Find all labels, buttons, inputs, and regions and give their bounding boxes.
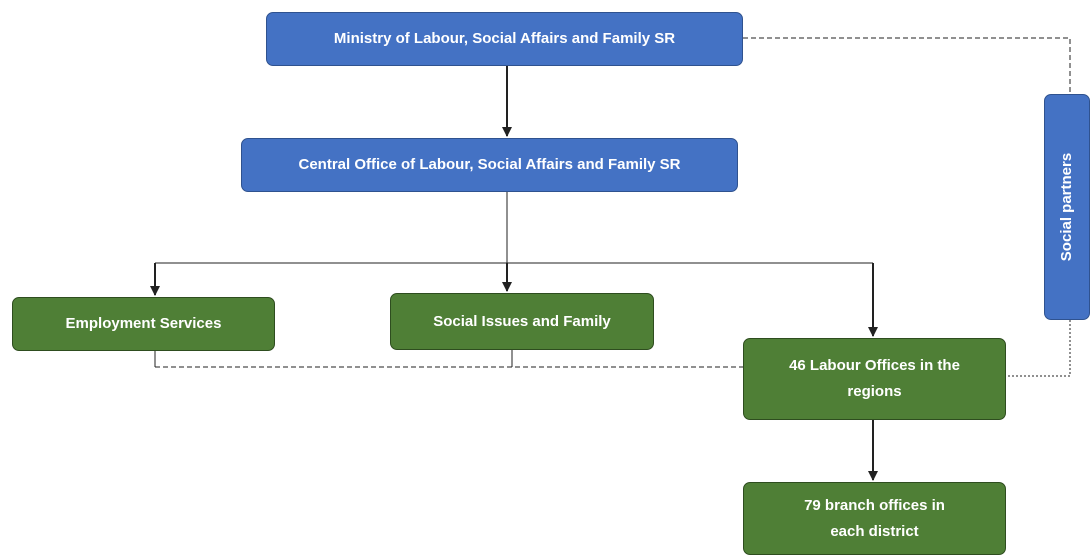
- node: Social partners: [1044, 94, 1090, 320]
- node: Employment Services: [12, 297, 275, 351]
- node: 46 Labour Offices in the regions: [743, 338, 1006, 420]
- dashed-connector: [1006, 320, 1071, 377]
- node: Ministry of Labour, Social Affairs and F…: [266, 12, 743, 66]
- node: Central Office of Labour, Social Affairs…: [241, 138, 738, 192]
- node-label: Social partners: [1058, 152, 1076, 262]
- node: Social Issues and Family: [390, 293, 654, 350]
- dashed-connector: [743, 37, 1071, 94]
- node: 79 branch offices in each district: [743, 482, 1006, 555]
